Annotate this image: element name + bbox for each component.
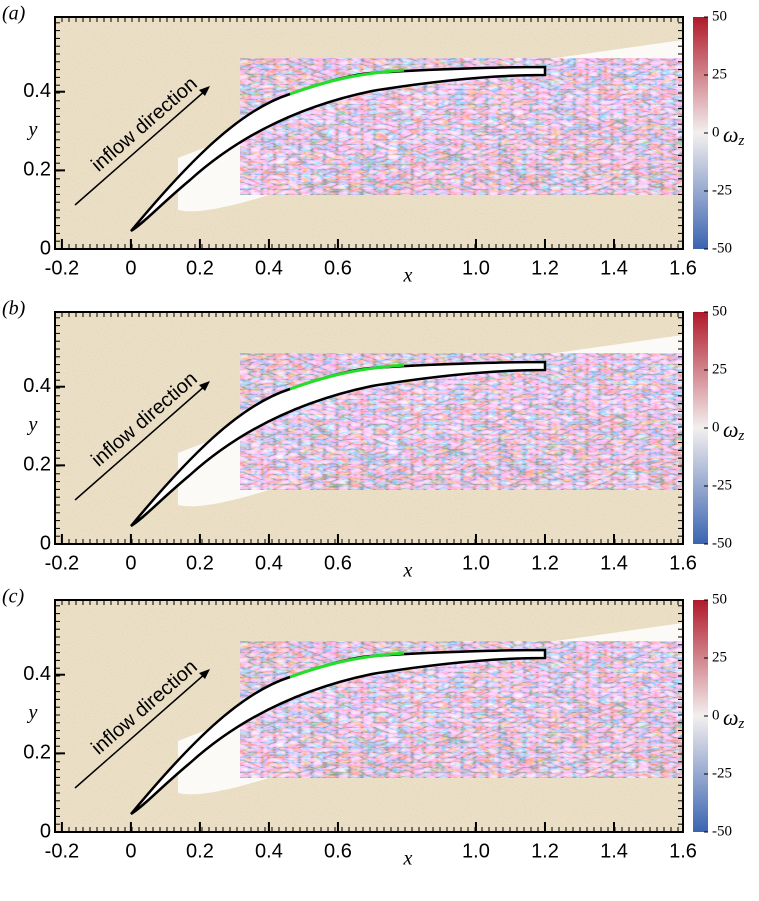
x-tick-label: 1.6: [669, 840, 697, 862]
subscript: z: [738, 428, 745, 444]
y-tick-label: 0: [40, 237, 51, 259]
subscript: z: [738, 133, 745, 149]
y-tick-label: 0: [40, 820, 51, 842]
x-tick-label: 1.2: [531, 840, 559, 862]
field: [55, 17, 683, 249]
y-tick-label: 0.4: [23, 375, 51, 397]
frame: [54, 311, 684, 545]
x-tick-label: -0.2: [45, 552, 79, 574]
field: [55, 600, 683, 832]
x-tick-label: 0.2: [186, 840, 214, 862]
y-tick-label: 0.2: [23, 454, 51, 476]
panel: inflow direction-0.2 0 0.2 0.4 0.6 1.0 1.2 1.4 1…: [2, 586, 745, 870]
x-tick-label: 0.6: [324, 257, 352, 279]
x-tick-label: 0.4: [255, 840, 283, 862]
y-tick-label: 0.2: [23, 742, 51, 764]
x-tick-label: 1.4: [600, 552, 628, 574]
x-tick-label: -0.2: [45, 840, 79, 862]
x-tick-label: 1.0: [462, 840, 490, 862]
colorbar-label: ωz: [723, 122, 745, 149]
x-tick-label: 0: [125, 257, 136, 279]
colorbar-tick-label: 0: [712, 707, 720, 723]
x-tick-label: 0: [125, 552, 136, 574]
colorbar-tick-label: 0: [712, 419, 720, 435]
colorbar-tick-label: 50: [712, 303, 727, 319]
x-tick-label: 1.0: [462, 257, 490, 279]
x-tick-label: 1.6: [669, 257, 697, 279]
panel: inflow direction-0.2 0 0.2 0.4 0.6 1.0 1.2 1.4 1…: [2, 298, 745, 582]
panel-label: (b): [2, 298, 26, 320]
colorbar-tick-label: 25: [712, 361, 727, 377]
x-tick-label: -0.2: [45, 257, 79, 279]
frame: [54, 599, 684, 833]
y-tick-label: 0.4: [23, 80, 51, 102]
x-tick-label: 1.4: [600, 257, 628, 279]
y-axis-label: y: [27, 414, 38, 436]
y-tick-label: 0.4: [23, 663, 51, 685]
y-axis-label: y: [27, 119, 38, 141]
colorbar-tick-label: 50: [712, 8, 727, 24]
colorbar-tick-label: 25: [712, 66, 727, 82]
x-axis-label: x: [403, 265, 413, 287]
colorbar-tick-label: -50: [712, 240, 732, 256]
colorbar-tick-label: 50: [712, 591, 727, 607]
colorbar-tick-label: -50: [712, 535, 732, 551]
y-axis-label: y: [27, 702, 38, 724]
frame: [54, 16, 684, 250]
x-tick-label: 0.4: [255, 552, 283, 574]
x-tick-label: 1.4: [600, 840, 628, 862]
x-tick-label: 1.6: [669, 552, 697, 574]
x-tick-label: 0.4: [255, 257, 283, 279]
colorbar-tick-label: -25: [712, 765, 732, 781]
x-axis-label: x: [403, 848, 413, 870]
panel-label: (a): [2, 3, 26, 25]
subscript: z: [738, 716, 745, 732]
panel-label: (c): [2, 586, 25, 608]
field: [55, 312, 683, 544]
y-tick-label: 0.2: [23, 159, 51, 181]
colorbar-tick-label: -25: [712, 477, 732, 493]
x-axis-label: x: [403, 560, 413, 582]
x-tick-label: 0.6: [324, 840, 352, 862]
x-tick-label: 0.6: [324, 552, 352, 574]
x-tick-label: 1.2: [531, 552, 559, 574]
x-tick-label: 1.2: [531, 257, 559, 279]
colorbar-tick-label: 25: [712, 649, 727, 665]
panels: inflow direction-0.2 0 0.2 0.4 0.6 1.0 1.2 1.4 1…: [2, 3, 745, 870]
symbol: ω: [723, 122, 739, 147]
colorbar-label: ωz: [723, 417, 745, 444]
x-tick-label: 0: [125, 840, 136, 862]
symbol: ω: [723, 705, 739, 730]
x-tick-label: 0.2: [186, 552, 214, 574]
y-tick-label: 0: [40, 532, 51, 554]
colorbar-tick-label: -25: [712, 182, 732, 198]
panel: inflow direction-0.2 0 0.2 0.4 0.6 1.0 1.2 1.4 1…: [2, 3, 745, 287]
colorbar-label: ωz: [723, 705, 745, 732]
x-tick-label: 0.2: [186, 257, 214, 279]
colorbar-tick-label: -50: [712, 823, 732, 839]
colorbar-tick-label: 0: [712, 124, 720, 140]
symbol: ω: [723, 417, 739, 442]
x-tick-label: 1.0: [462, 552, 490, 574]
